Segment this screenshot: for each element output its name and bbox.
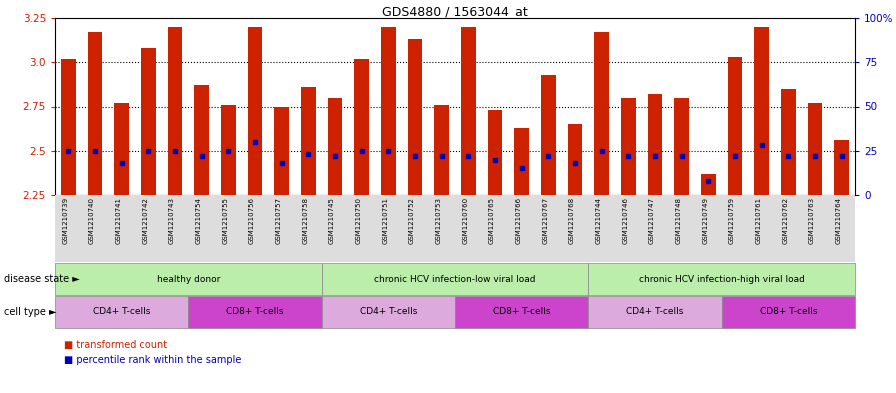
- Bar: [487, 110, 503, 195]
- Bar: [354, 59, 369, 195]
- Text: GSM1210762: GSM1210762: [782, 197, 788, 244]
- Text: GSM1210756: GSM1210756: [249, 197, 255, 244]
- Text: GSM1210758: GSM1210758: [302, 197, 308, 244]
- Bar: [168, 27, 182, 195]
- Bar: [274, 107, 289, 195]
- Text: cell type ►: cell type ►: [4, 307, 57, 317]
- Bar: [728, 57, 742, 195]
- Bar: [88, 32, 102, 195]
- Bar: [408, 39, 422, 195]
- Text: GSM1210759: GSM1210759: [729, 197, 735, 244]
- Text: GSM1210742: GSM1210742: [142, 197, 149, 244]
- Bar: [781, 89, 796, 195]
- Text: GSM1210747: GSM1210747: [649, 197, 655, 244]
- Bar: [541, 75, 556, 195]
- Bar: [61, 59, 75, 195]
- Text: GSM1210740: GSM1210740: [89, 197, 95, 244]
- Text: GSM1210763: GSM1210763: [809, 197, 815, 244]
- Text: GSM1210748: GSM1210748: [676, 197, 682, 244]
- Text: ■ percentile rank within the sample: ■ percentile rank within the sample: [64, 355, 241, 365]
- Bar: [115, 103, 129, 195]
- Text: GSM1210739: GSM1210739: [63, 197, 68, 244]
- Text: CD4+ T-cells: CD4+ T-cells: [93, 307, 151, 316]
- Bar: [568, 124, 582, 195]
- Bar: [328, 97, 342, 195]
- Bar: [701, 174, 716, 195]
- Text: GSM1210749: GSM1210749: [702, 197, 709, 244]
- Bar: [381, 27, 396, 195]
- Text: GSM1210768: GSM1210768: [569, 197, 575, 244]
- Bar: [621, 97, 635, 195]
- Text: ■ transformed count: ■ transformed count: [64, 340, 167, 350]
- Bar: [247, 27, 263, 195]
- Text: disease state ►: disease state ►: [4, 274, 81, 284]
- Text: chronic HCV infection-high viral load: chronic HCV infection-high viral load: [639, 274, 805, 283]
- Text: GSM1210753: GSM1210753: [435, 197, 442, 244]
- Bar: [648, 94, 662, 195]
- Text: GSM1210751: GSM1210751: [383, 197, 388, 244]
- Bar: [594, 32, 609, 195]
- Bar: [221, 105, 236, 195]
- Text: chronic HCV infection-low viral load: chronic HCV infection-low viral load: [375, 274, 536, 283]
- Bar: [435, 105, 449, 195]
- Bar: [194, 85, 209, 195]
- Text: GSM1210743: GSM1210743: [169, 197, 175, 244]
- Bar: [141, 48, 156, 195]
- Bar: [754, 27, 769, 195]
- Text: GSM1210761: GSM1210761: [755, 197, 762, 244]
- Text: CD8+ T-cells: CD8+ T-cells: [227, 307, 284, 316]
- Bar: [514, 128, 529, 195]
- Bar: [807, 103, 823, 195]
- Text: GSM1210755: GSM1210755: [222, 197, 228, 244]
- Text: GSM1210766: GSM1210766: [516, 197, 521, 244]
- Text: GSM1210754: GSM1210754: [195, 197, 202, 244]
- Text: GSM1210746: GSM1210746: [623, 197, 628, 244]
- Text: GSM1210760: GSM1210760: [462, 197, 469, 244]
- Text: GSM1210744: GSM1210744: [596, 197, 602, 244]
- Text: GSM1210750: GSM1210750: [356, 197, 362, 244]
- Bar: [301, 87, 315, 195]
- Text: GSM1210745: GSM1210745: [329, 197, 335, 244]
- Bar: [834, 140, 849, 195]
- Text: GSM1210752: GSM1210752: [409, 197, 415, 244]
- Text: CD4+ T-cells: CD4+ T-cells: [359, 307, 417, 316]
- Text: GSM1210764: GSM1210764: [836, 197, 841, 244]
- Text: CD8+ T-cells: CD8+ T-cells: [760, 307, 817, 316]
- Text: GDS4880 / 1563044_at: GDS4880 / 1563044_at: [382, 5, 528, 18]
- Text: CD8+ T-cells: CD8+ T-cells: [493, 307, 550, 316]
- Bar: [461, 27, 476, 195]
- Text: CD4+ T-cells: CD4+ T-cells: [626, 307, 684, 316]
- Text: GSM1210741: GSM1210741: [116, 197, 122, 244]
- Bar: [675, 97, 689, 195]
- Text: GSM1210765: GSM1210765: [489, 197, 495, 244]
- Text: GSM1210757: GSM1210757: [276, 197, 281, 244]
- Text: healthy donor: healthy donor: [157, 274, 220, 283]
- Text: GSM1210767: GSM1210767: [542, 197, 548, 244]
